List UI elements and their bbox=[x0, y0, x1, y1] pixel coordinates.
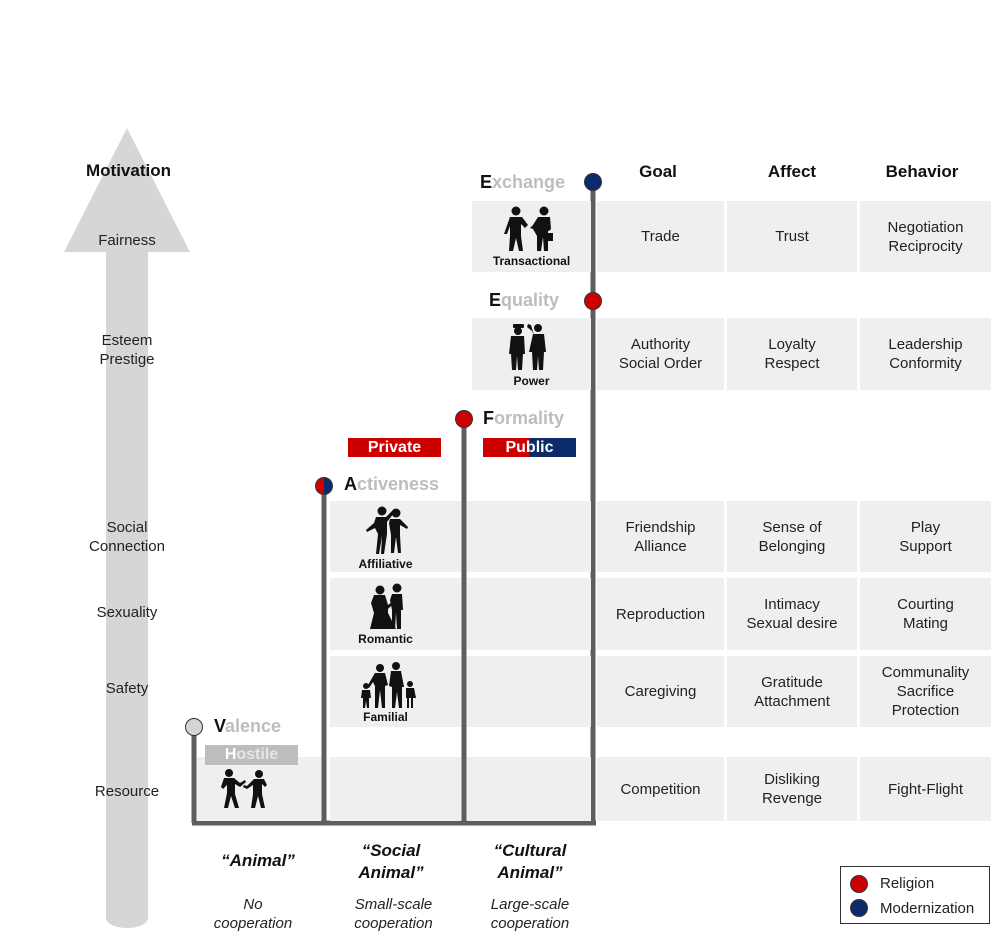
stage-formality: Formality bbox=[483, 408, 565, 428]
cell-affiliative-affect: Sense of Belonging bbox=[758, 518, 826, 555]
cell-power-behavior: Leadership Conformity bbox=[888, 336, 963, 372]
cell-hostile-affect: Disliking Revenge bbox=[761, 771, 823, 807]
religion-modernization-dot bbox=[315, 477, 333, 495]
cell-romantic-goal: Reproduction bbox=[615, 605, 706, 623]
level-social-connection: Social Connection bbox=[89, 519, 165, 555]
caption-power: Power bbox=[513, 374, 550, 388]
row-transactional-image-cell bbox=[472, 201, 591, 272]
cell-romantic-affect: Intimacy Sexual desire bbox=[746, 596, 838, 632]
caption-familial: Familial bbox=[363, 710, 408, 724]
legend: Religion Modernization bbox=[840, 866, 990, 924]
staircase bbox=[191, 183, 596, 826]
legend-religion-swatch bbox=[850, 875, 868, 893]
caption-transactional: Transactional bbox=[492, 254, 571, 268]
cell-affiliative-goal: Friendship Alliance bbox=[625, 518, 696, 555]
stage-activeness: Activeness bbox=[344, 474, 440, 494]
neutral-dot bbox=[185, 718, 203, 736]
column-goal: Goal bbox=[639, 162, 677, 181]
cell-transactional-goal: Trade bbox=[641, 228, 680, 245]
religion-dot bbox=[455, 410, 473, 428]
stage-exchange: Exchange bbox=[480, 172, 566, 192]
private-tag: Private bbox=[348, 438, 441, 457]
legend-modernization-swatch bbox=[850, 899, 868, 917]
cell-transactional-affect: Trust bbox=[775, 228, 809, 245]
level-safety: Safety bbox=[105, 680, 149, 697]
wedding-couple-icon bbox=[370, 583, 403, 629]
level-sexuality: Sexuality bbox=[96, 604, 158, 621]
cell-power-goal: Authority Social Order bbox=[618, 336, 703, 372]
coop-cultural-animal: Large-scale cooperation bbox=[490, 896, 570, 932]
public-tag: Public bbox=[483, 438, 576, 457]
caption-affiliative: Affiliative bbox=[358, 557, 413, 571]
coop-social-animal: Small-scale cooperation bbox=[354, 896, 433, 932]
era-animal: “Animal” bbox=[221, 851, 295, 870]
motivation-arrow-icon bbox=[64, 128, 190, 920]
cell-romantic-behavior: Courting Mating bbox=[897, 596, 954, 632]
column-behavior: Behavior bbox=[885, 162, 959, 181]
cell-familial-goal: Caregiving bbox=[624, 683, 697, 700]
family-icon bbox=[361, 662, 416, 708]
cell-power-affect: Loyalty Respect bbox=[764, 336, 820, 372]
stage-equality: Equality bbox=[489, 290, 560, 310]
caption-romantic: Romantic bbox=[358, 632, 413, 646]
handshake-icon bbox=[504, 206, 553, 251]
legend-religion-label: Religion bbox=[880, 875, 935, 892]
cell-familial-behavior: Communality Sacrifice Protection bbox=[881, 664, 970, 719]
stage-valence: Valence bbox=[214, 716, 282, 736]
cell-familial-affect: Gratitude Attachment bbox=[754, 673, 830, 710]
coop-animal: No cooperation bbox=[213, 896, 293, 932]
cell-transactional-behavior: Negotiation Reciprocity bbox=[887, 218, 964, 255]
motivation-title: Motivation bbox=[86, 161, 171, 180]
era-social-animal: “Social Animal” bbox=[358, 841, 424, 882]
fighters-icon bbox=[221, 769, 267, 808]
modernization-dot bbox=[584, 173, 602, 191]
column-affect: Affect bbox=[767, 162, 817, 181]
cell-hostile-goal: Competition bbox=[620, 780, 701, 798]
cell-hostile-behavior: Fight-Flight bbox=[887, 780, 964, 798]
level-fairness: Fairness bbox=[98, 232, 156, 249]
cell-affiliative-behavior: Play Support bbox=[899, 518, 952, 555]
friends-icon bbox=[366, 506, 408, 554]
era-cultural-animal: “Cultural Animal” bbox=[493, 841, 567, 882]
level-esteem: Esteem Prestige bbox=[99, 332, 155, 368]
level-resource: Resource bbox=[94, 783, 160, 800]
legend-modernization-label: Modernization bbox=[880, 900, 975, 917]
religion-dot bbox=[584, 292, 602, 310]
salute-icon bbox=[509, 324, 546, 370]
